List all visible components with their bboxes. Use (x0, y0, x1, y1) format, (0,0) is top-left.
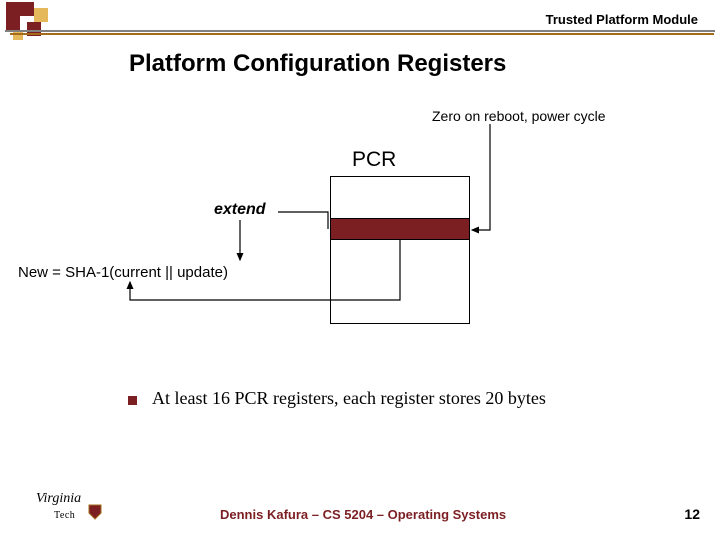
formula-text: New = SHA-1(current || update) (18, 264, 228, 281)
bullet-text: At least 16 PCR registers, each register… (152, 388, 546, 409)
logo-line2: Tech (54, 510, 75, 521)
logo-line1: Virginia (36, 491, 81, 506)
hdr-sq-3 (6, 16, 20, 30)
pcr-box (330, 176, 470, 324)
pcr-label: PCR (352, 148, 396, 172)
page-number: 12 (684, 506, 700, 522)
bullet-marker (128, 396, 137, 405)
vt-logo: Virginia Tech (36, 491, 81, 522)
footer-text: Dennis Kafura – CS 5204 – Operating Syst… (220, 507, 506, 522)
pcr-slot-active (330, 218, 470, 240)
header-line-bot (10, 33, 714, 35)
slide-title: Platform Configuration Registers (129, 50, 506, 78)
hdr-sq-1 (6, 2, 20, 16)
extend-label: extend (214, 201, 266, 219)
vt-shield-icon (88, 504, 102, 520)
header-line-top (5, 30, 715, 32)
hdr-sq-2 (20, 2, 34, 16)
hdr-sq-4 (34, 8, 48, 22)
module-text: Trusted Platform Module (546, 12, 698, 27)
note-zero: Zero on reboot, power cycle (432, 108, 606, 124)
